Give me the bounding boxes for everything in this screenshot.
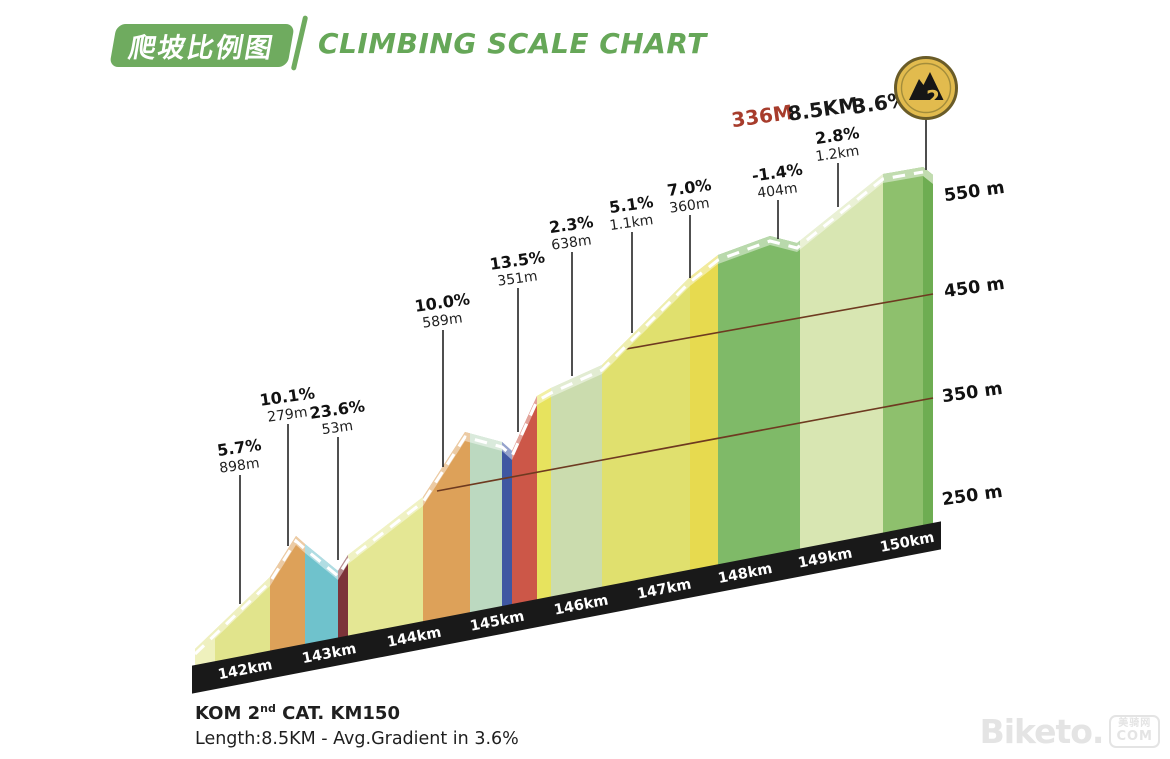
climb-summary: KOM 2nd CAT. KM150 Length:8.5KM - Avg.Gr… xyxy=(195,702,519,749)
road-band xyxy=(551,365,602,397)
grade-length-label: 898m xyxy=(218,455,260,476)
profile-segment xyxy=(883,167,933,534)
grade-length-label: 589m xyxy=(421,310,463,331)
road-band xyxy=(270,536,305,586)
profile-segment xyxy=(512,396,537,605)
chart-title: CLIMBING SCALE CHART xyxy=(318,27,707,60)
mountain-icon xyxy=(909,72,944,100)
road-centerline xyxy=(193,170,924,656)
profile-segment xyxy=(690,255,718,571)
chinese-title-text: 爬坡比例图 xyxy=(126,33,277,64)
grade-length-label: 1.2km xyxy=(815,143,861,165)
biketo-cn-text: 美骑网 xyxy=(1118,718,1152,730)
header-divider xyxy=(290,15,309,71)
profile-segment xyxy=(718,236,800,566)
grade-percent-label: 23.6% xyxy=(308,396,366,423)
kom-prefix: KOM 2 xyxy=(195,703,261,724)
biketo-logo-box: 美骑网 COM xyxy=(1109,715,1160,748)
kom-category-line: KOM 2nd CAT. KM150 xyxy=(195,702,519,724)
profile-segment xyxy=(800,174,883,550)
biketo-watermark: Biketo. 美骑网 COM xyxy=(980,712,1160,751)
summit-length-label: 8.5KM xyxy=(786,92,859,126)
elevation-gridline xyxy=(625,293,934,350)
grade-length-label: 279m xyxy=(266,404,308,425)
kom-badge-inner-ring xyxy=(900,62,952,114)
grade-length-label: 360m xyxy=(668,195,710,216)
grade-length-label: 53m xyxy=(321,418,354,438)
profile-end-cap xyxy=(923,167,933,526)
summit-gain-label: 336M xyxy=(730,100,794,132)
elevation-gridline xyxy=(436,397,934,492)
profile-segment xyxy=(470,433,502,614)
grade-percent-label: 13.5% xyxy=(488,247,546,274)
elevation-label: 550 m xyxy=(943,178,1006,206)
kom-badge: 2 xyxy=(894,56,958,120)
kom-category-number: 2 xyxy=(926,86,940,110)
grade-length-label: 404m xyxy=(756,180,798,201)
profile-segment xyxy=(602,277,690,588)
grade-length-label: 638m xyxy=(550,232,592,253)
elevation-label: 450 m xyxy=(943,274,1006,302)
chinese-title-badge: 爬坡比例图 xyxy=(109,24,295,67)
kom-ordinal-sup: nd xyxy=(260,702,276,715)
length-gradient-line: Length:8.5KM - Avg.Gradient in 3.6% xyxy=(195,729,519,749)
profile-segment xyxy=(502,442,512,607)
biketo-com-text: COM xyxy=(1116,728,1153,744)
profile-segment xyxy=(551,365,602,598)
grade-length-label: 351m xyxy=(496,268,538,289)
header: 爬坡比例图 CLIMBING SCALE CHART xyxy=(0,0,1170,80)
elevation-label: 350 m xyxy=(941,379,1004,407)
road-band xyxy=(423,432,470,506)
grade-percent-label: 10.1% xyxy=(258,383,316,410)
profile-segment xyxy=(348,497,423,637)
biketo-logo-text: Biketo. xyxy=(979,712,1105,751)
distance-band xyxy=(192,521,941,694)
profile-segment xyxy=(423,432,470,623)
profile-segment xyxy=(537,388,551,601)
road-band xyxy=(502,442,512,460)
kom-suffix: CAT. KM150 xyxy=(275,703,400,724)
elevation-label: 250 m xyxy=(941,482,1004,510)
grade-percent-label: 10.0% xyxy=(413,289,471,316)
grade-length-label: 1.1km xyxy=(609,212,655,234)
